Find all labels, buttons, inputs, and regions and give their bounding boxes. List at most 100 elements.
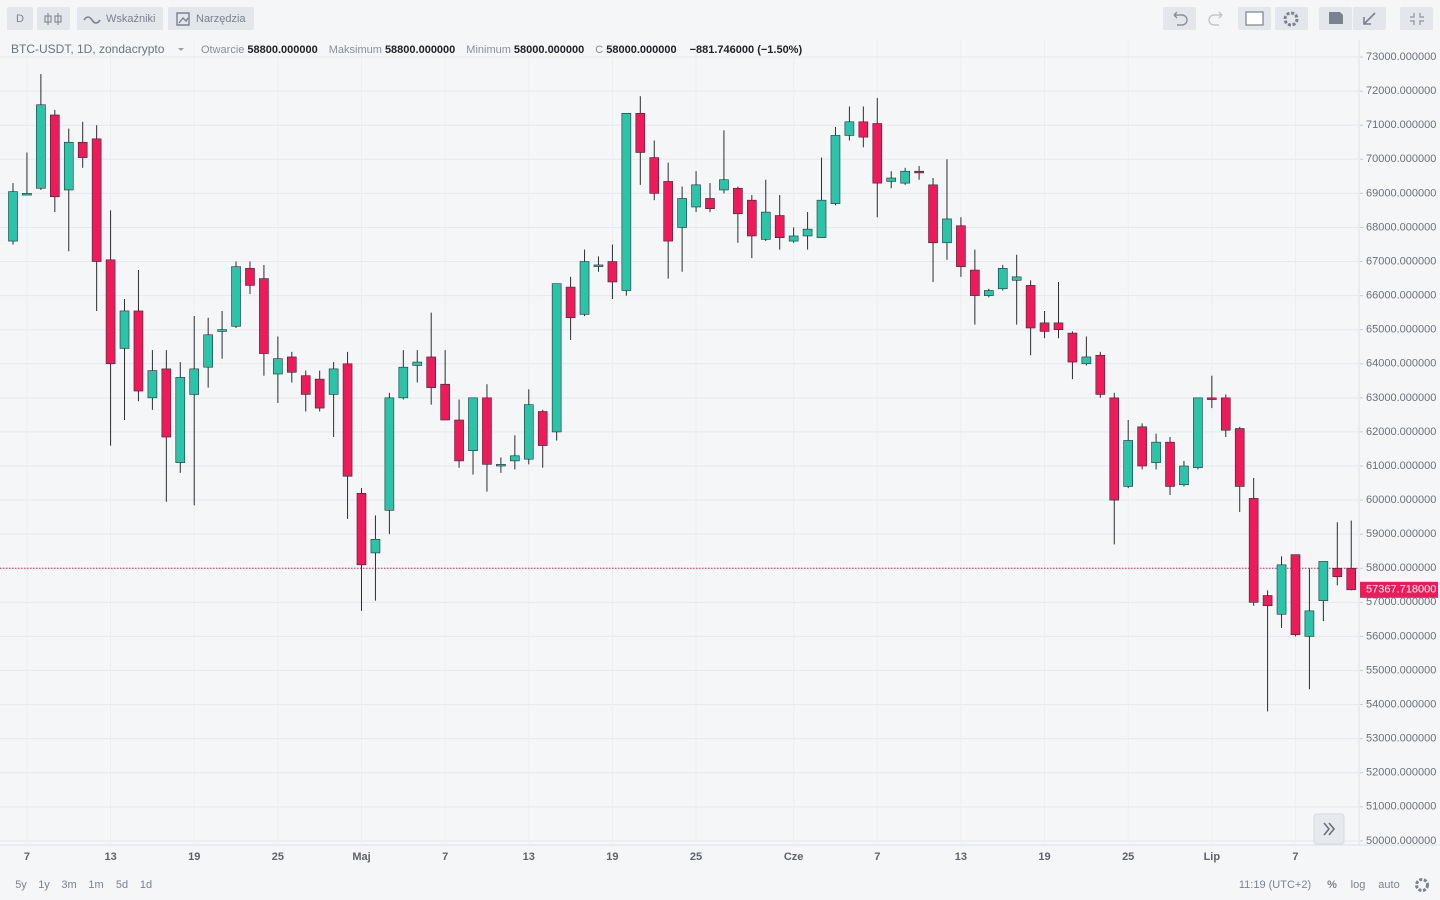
candle-icon: [44, 13, 62, 25]
candle-body: [398, 366, 409, 399]
x-tick-label: 25: [690, 851, 702, 863]
candle-body: [1248, 498, 1259, 603]
save-icon: [1329, 12, 1343, 24]
candle-body: [314, 378, 325, 409]
candle-body: [370, 538, 381, 554]
tools-icon: [176, 12, 190, 26]
candle-body: [1318, 561, 1329, 601]
y-tick-label: 58000.000000: [1366, 562, 1436, 574]
candle-body: [384, 397, 395, 511]
collapse-icon: [1410, 13, 1424, 25]
x-tick-label: 7: [442, 851, 448, 863]
range-button[interactable]: 1d: [140, 879, 152, 891]
fullscreen-icon: [1245, 11, 1264, 26]
candle-body: [328, 368, 339, 395]
candle-body: [788, 235, 799, 242]
candle-body: [133, 310, 144, 392]
candle-body: [1262, 595, 1273, 607]
x-tick-label: 13: [523, 851, 535, 863]
range-button[interactable]: 5y: [15, 879, 27, 891]
candle-body: [1067, 332, 1078, 363]
candle-body: [914, 170, 924, 174]
symbol-dropdown[interactable]: [178, 48, 184, 51]
candle-body: [886, 177, 897, 182]
legend-value: 58000.000000: [514, 44, 584, 56]
candle-body: [454, 419, 464, 462]
candle-body: [77, 141, 88, 158]
x-tick-label: 19: [188, 851, 200, 863]
y-tick-label: 50000.000000: [1366, 835, 1436, 847]
last-price-box: [1360, 581, 1438, 598]
bottom-settings[interactable]: [1415, 878, 1429, 892]
candle-body: [1207, 397, 1217, 400]
clock: 11:19 (UTC+2): [1239, 879, 1311, 891]
x-tick-label: 7: [874, 851, 880, 863]
candle-body: [983, 290, 994, 296]
candle-body: [147, 370, 158, 399]
x-tick-label: 13: [955, 851, 967, 863]
y-tick-label: 60000.000000: [1366, 494, 1436, 506]
indicators-button[interactable]: [77, 7, 163, 30]
candle-body: [36, 104, 46, 189]
legend-label: Otwarcie: [201, 44, 244, 56]
y-tick-label: 67000.000000: [1366, 255, 1436, 267]
range-button[interactable]: 5d: [116, 879, 128, 891]
candle-body: [1151, 441, 1161, 463]
plot: [0, 74, 1358, 712]
y-tick-label: 66000.000000: [1366, 290, 1436, 302]
candle-body: [997, 268, 1008, 290]
candle-body: [440, 383, 450, 421]
y-tick-label: 65000.000000: [1366, 324, 1436, 336]
range-button[interactable]: 1m: [88, 879, 103, 891]
candle-body: [844, 121, 855, 136]
candle-body: [496, 464, 506, 467]
y-tick-label: 59000.000000: [1366, 528, 1436, 540]
legend-change: −881.746000 (−1.50%): [690, 44, 803, 56]
candle-body: [1276, 564, 1287, 615]
log-toggle[interactable]: log: [1351, 879, 1366, 891]
legend-label: Minimum: [466, 44, 511, 56]
x-tick-label: 19: [606, 851, 618, 863]
interval-button[interactable]: [7, 7, 33, 30]
candle-body: [537, 411, 548, 446]
range-button[interactable]: 1y: [38, 879, 50, 891]
candle-body: [356, 492, 367, 566]
redo-icon[interactable]: [1208, 11, 1223, 26]
x-tick-label: 25: [1122, 851, 1134, 863]
candle-body: [8, 191, 18, 242]
auto-toggle[interactable]: auto: [1378, 879, 1399, 891]
candle-body: [1220, 397, 1231, 431]
settings-icon: [1283, 11, 1299, 27]
undo-button[interactable]: [1163, 7, 1196, 30]
chart-type-button[interactable]: [37, 7, 70, 30]
candle-body: [1179, 465, 1189, 486]
candle-body: [956, 225, 966, 267]
legend-label: C: [595, 44, 603, 56]
candle-body: [774, 215, 785, 238]
collapse-button[interactable]: [1400, 7, 1433, 30]
x-tick-label: 7: [24, 851, 30, 863]
candle-body: [733, 187, 743, 215]
candle-body: [523, 404, 534, 460]
candle-body: [342, 363, 353, 477]
y-tick-label: 73000.000000: [1366, 51, 1436, 63]
candle-body: [760, 211, 771, 240]
legend-value: 58000.000000: [606, 44, 676, 56]
candle-body: [747, 199, 757, 237]
candle-body: [1011, 276, 1022, 281]
candle-body: [63, 141, 74, 191]
candle-body: [705, 198, 715, 210]
candle-body: [816, 199, 827, 238]
range-button[interactable]: 3m: [61, 879, 76, 891]
y-tick-label: 71000.000000: [1366, 119, 1436, 131]
candle-body: [50, 114, 60, 198]
candle-body: [579, 261, 590, 315]
settings-button[interactable]: [1275, 7, 1308, 30]
price-labels: 50000.000000 51000.000000 52000.000000 5300…: [1360, 51, 1436, 847]
candle-body: [1290, 554, 1301, 636]
candle-body: [217, 329, 227, 332]
candle-body: [565, 286, 576, 319]
candle-body: [802, 228, 813, 237]
percent-toggle[interactable]: %: [1327, 879, 1337, 891]
